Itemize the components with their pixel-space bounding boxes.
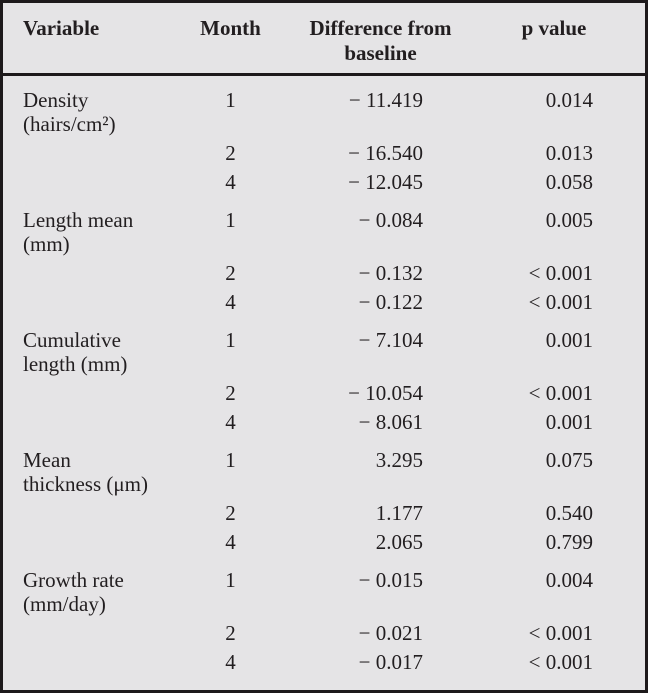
difference-cell: − 12.045 <box>348 170 423 194</box>
variable-name: Density <box>23 88 89 112</box>
col-header-month: Month <box>163 3 298 76</box>
p-value-cell: 0.004 <box>545 568 593 592</box>
p-value-cell: < 0.001 <box>528 290 593 314</box>
variable-unit: thickness (μm) <box>23 472 148 496</box>
p-value-cell: 0.013 <box>545 141 593 165</box>
difference-cell: 3.295 <box>375 448 423 472</box>
p-value-cell: 0.540 <box>545 501 593 525</box>
variable-name: Cumulative <box>23 328 121 352</box>
table-row: Length mean (mm) 1 − 0.084 0.005 <box>3 196 645 256</box>
month-cell: 2 <box>225 501 236 525</box>
variable-unit: (mm/day) <box>23 592 106 616</box>
col-header-difference: Difference from baseline <box>298 3 463 76</box>
table-row: 2 − 16.540 0.013 <box>3 136 645 165</box>
table-row: 2 1.177 0.540 <box>3 496 645 525</box>
variable-cell <box>3 405 163 436</box>
difference-cell: 1.177 <box>375 501 423 525</box>
variable-unit: (hairs/cm²) <box>23 112 116 136</box>
variable-name: Mean <box>23 448 71 472</box>
variable-cell: Density (hairs/cm²) <box>3 75 163 136</box>
table-row: 4 − 0.122 < 0.001 <box>3 285 645 316</box>
p-value-cell: < 0.001 <box>528 261 593 285</box>
table-row: Density (hairs/cm²) 1 − 11.419 0.014 <box>3 75 645 136</box>
p-value-cell: < 0.001 <box>528 381 593 405</box>
month-cell: 1 <box>225 448 236 472</box>
month-cell: 1 <box>225 208 236 232</box>
table-row: 4 − 8.061 0.001 <box>3 405 645 436</box>
variable-cell: Mean thickness (μm) <box>3 436 163 496</box>
difference-cell: 2.065 <box>375 530 423 554</box>
difference-cell: − 10.054 <box>348 381 423 405</box>
header-row: Variable Month Difference from baseline … <box>3 3 645 76</box>
difference-cell: − 0.132 <box>358 261 423 285</box>
difference-cell: − 0.021 <box>358 621 423 645</box>
month-cell: 2 <box>225 261 236 285</box>
variable-cell <box>3 256 163 285</box>
p-value-cell: 0.001 <box>545 410 593 434</box>
p-value-cell: 0.075 <box>545 448 593 472</box>
variable-cell <box>3 376 163 405</box>
difference-cell: − 0.015 <box>358 568 423 592</box>
variable-unit: (mm) <box>23 232 70 256</box>
difference-cell: − 0.122 <box>358 290 423 314</box>
table-row: Cumulative length (mm) 1 − 7.104 0.001 <box>3 316 645 376</box>
month-cell: 4 <box>225 650 236 674</box>
variable-name: Growth rate <box>23 568 124 592</box>
col-header-p-value: p value <box>463 3 645 76</box>
variable-cell <box>3 165 163 196</box>
col-header-difference-line2: baseline <box>344 41 417 65</box>
variable-cell: Growth rate (mm/day) <box>3 556 163 616</box>
variable-cell <box>3 616 163 645</box>
variable-unit: length (mm) <box>23 352 128 376</box>
p-value-cell: 0.005 <box>545 208 593 232</box>
table-row: Growth rate (mm/day) 1 − 0.015 0.004 <box>3 556 645 616</box>
variable-cell <box>3 525 163 556</box>
variable-cell: Cumulative length (mm) <box>3 316 163 376</box>
p-value-cell: 0.001 <box>545 328 593 352</box>
p-value-cell: < 0.001 <box>528 621 593 645</box>
difference-cell: − 0.084 <box>358 208 423 232</box>
month-cell: 1 <box>225 88 236 112</box>
difference-cell: − 0.017 <box>358 650 423 674</box>
difference-cell: − 16.540 <box>348 141 423 165</box>
month-cell: 4 <box>225 170 236 194</box>
results-table: Variable Month Difference from baseline … <box>3 3 645 676</box>
difference-cell: − 8.061 <box>358 410 423 434</box>
variable-cell: Length mean (mm) <box>3 196 163 256</box>
p-value-cell: 0.014 <box>545 88 593 112</box>
table-row: 2 − 10.054 < 0.001 <box>3 376 645 405</box>
p-value-cell: 0.058 <box>545 170 593 194</box>
difference-cell: − 11.419 <box>348 88 423 112</box>
p-value-cell: 0.799 <box>545 530 593 554</box>
month-cell: 1 <box>225 568 236 592</box>
variable-name: Length mean <box>23 208 134 232</box>
month-cell: 2 <box>225 381 236 405</box>
month-cell: 1 <box>225 328 236 352</box>
month-cell: 4 <box>225 530 236 554</box>
col-header-variable: Variable <box>3 3 163 76</box>
table-row: 4 2.065 0.799 <box>3 525 645 556</box>
table-row: Mean thickness (μm) 1 3.295 0.075 <box>3 436 645 496</box>
table-row: 4 − 12.045 0.058 <box>3 165 645 196</box>
table-row: 2 − 0.132 < 0.001 <box>3 256 645 285</box>
variable-cell <box>3 285 163 316</box>
month-cell: 2 <box>225 141 236 165</box>
month-cell: 4 <box>225 290 236 314</box>
variable-cell <box>3 496 163 525</box>
difference-cell: − 7.104 <box>358 328 423 352</box>
month-cell: 4 <box>225 410 236 434</box>
variable-cell <box>3 645 163 676</box>
month-cell: 2 <box>225 621 236 645</box>
table-row: 2 − 0.021 < 0.001 <box>3 616 645 645</box>
p-value-cell: < 0.001 <box>528 650 593 674</box>
variable-cell <box>3 136 163 165</box>
col-header-difference-line1: Difference from <box>309 16 452 40</box>
table-row: 4 − 0.017 < 0.001 <box>3 645 645 676</box>
